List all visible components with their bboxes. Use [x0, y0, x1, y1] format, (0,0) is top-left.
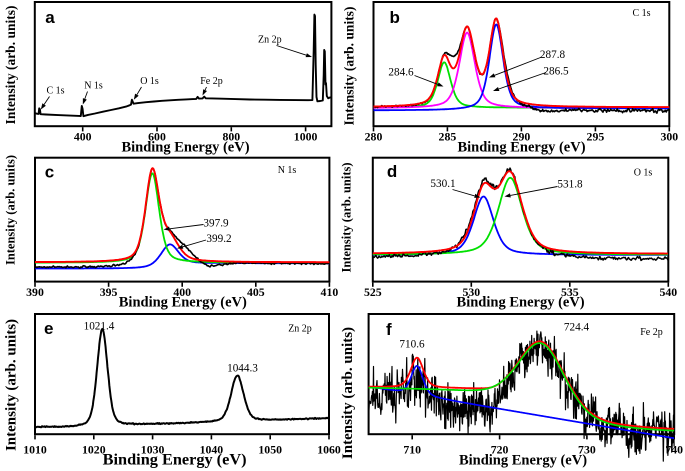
- svg-text:1040: 1040: [200, 443, 224, 457]
- svg-text:300: 300: [660, 130, 678, 144]
- svg-text:e: e: [44, 319, 53, 338]
- svg-text:O 1s: O 1s: [634, 168, 653, 179]
- svg-text:400: 400: [173, 285, 191, 299]
- svg-text:400: 400: [74, 130, 92, 144]
- svg-text:531.8: 531.8: [557, 179, 583, 191]
- svg-text:f: f: [386, 320, 392, 339]
- svg-text:C 1s: C 1s: [632, 8, 650, 19]
- svg-text:740: 740: [665, 443, 683, 457]
- svg-text:1030: 1030: [141, 443, 165, 457]
- svg-text:1060: 1060: [317, 443, 341, 457]
- svg-text:d: d: [387, 162, 397, 181]
- svg-text:C 1s: C 1s: [46, 85, 64, 96]
- svg-text:280: 280: [365, 130, 383, 144]
- svg-text:Zn 2p: Zn 2p: [258, 34, 282, 45]
- svg-text:Zn 2p: Zn 2p: [288, 324, 312, 335]
- svg-text:724.4: 724.4: [564, 322, 590, 334]
- svg-text:800: 800: [222, 130, 240, 144]
- svg-text:600: 600: [148, 130, 166, 144]
- svg-text:1020: 1020: [82, 443, 106, 457]
- svg-text:Binding Energy (eV): Binding Energy (eV): [457, 140, 585, 156]
- svg-text:395: 395: [100, 285, 118, 299]
- svg-text:525: 525: [364, 285, 382, 299]
- svg-text:1044.3: 1044.3: [227, 363, 258, 375]
- svg-text:Intensity (arb. units): Intensity (arb. units): [4, 155, 18, 265]
- svg-text:390: 390: [26, 285, 44, 299]
- svg-text:720: 720: [491, 443, 509, 457]
- svg-text:397.9: 397.9: [203, 218, 229, 230]
- svg-text:287.8: 287.8: [540, 49, 566, 61]
- svg-text:290: 290: [513, 130, 531, 144]
- svg-text:Intensity (arb. units): Intensity (arb. units): [340, 162, 354, 272]
- svg-text:710: 710: [403, 443, 421, 457]
- svg-text:Binding Energy (eV): Binding Energy (eV): [121, 140, 249, 156]
- svg-text:N 1s: N 1s: [278, 165, 297, 176]
- svg-text:535: 535: [561, 285, 579, 299]
- svg-text:Fe 2p: Fe 2p: [200, 76, 223, 87]
- svg-text:a: a: [45, 8, 55, 27]
- svg-text:c: c: [45, 163, 54, 182]
- svg-text:b: b: [390, 8, 400, 27]
- svg-text:1050: 1050: [258, 443, 282, 457]
- svg-text:405: 405: [247, 285, 265, 299]
- svg-text:730: 730: [578, 443, 596, 457]
- svg-text:530.1: 530.1: [430, 178, 455, 190]
- svg-text:Intensity (arb. units): Intensity (arb. units): [340, 327, 356, 459]
- svg-text:1010: 1010: [23, 443, 47, 457]
- svg-text:410: 410: [321, 285, 339, 299]
- svg-text:286.5: 286.5: [543, 66, 569, 78]
- svg-text:Intensity (arb. units): Intensity (arb. units): [4, 319, 20, 451]
- svg-text:Fe 2p: Fe 2p: [640, 327, 663, 338]
- svg-text:Intensity (arb. units): Intensity (arb. units): [342, 7, 357, 126]
- svg-text:295: 295: [587, 130, 605, 144]
- svg-text:Binding Energy (eV): Binding Energy (eV): [103, 449, 247, 468]
- svg-text:530: 530: [462, 285, 480, 299]
- svg-text:O 1s: O 1s: [140, 76, 159, 87]
- svg-text:399.2: 399.2: [206, 233, 231, 245]
- svg-text:Intensity (arb. units): Intensity (arb. units): [3, 6, 18, 125]
- svg-text:285: 285: [439, 130, 457, 144]
- svg-text:540: 540: [659, 285, 677, 299]
- svg-text:1000: 1000: [294, 130, 318, 144]
- svg-text:N 1s: N 1s: [84, 80, 103, 91]
- svg-text:Binding Energy (eV): Binding Energy (eV): [457, 295, 585, 311]
- svg-text:Binding Energy (eV): Binding Energy (eV): [459, 452, 587, 468]
- svg-text:284.6: 284.6: [388, 66, 414, 78]
- svg-text:Binding Energy (eV): Binding Energy (eV): [119, 295, 247, 311]
- svg-text:1021.4: 1021.4: [84, 321, 115, 333]
- svg-text:710.6: 710.6: [399, 339, 425, 351]
